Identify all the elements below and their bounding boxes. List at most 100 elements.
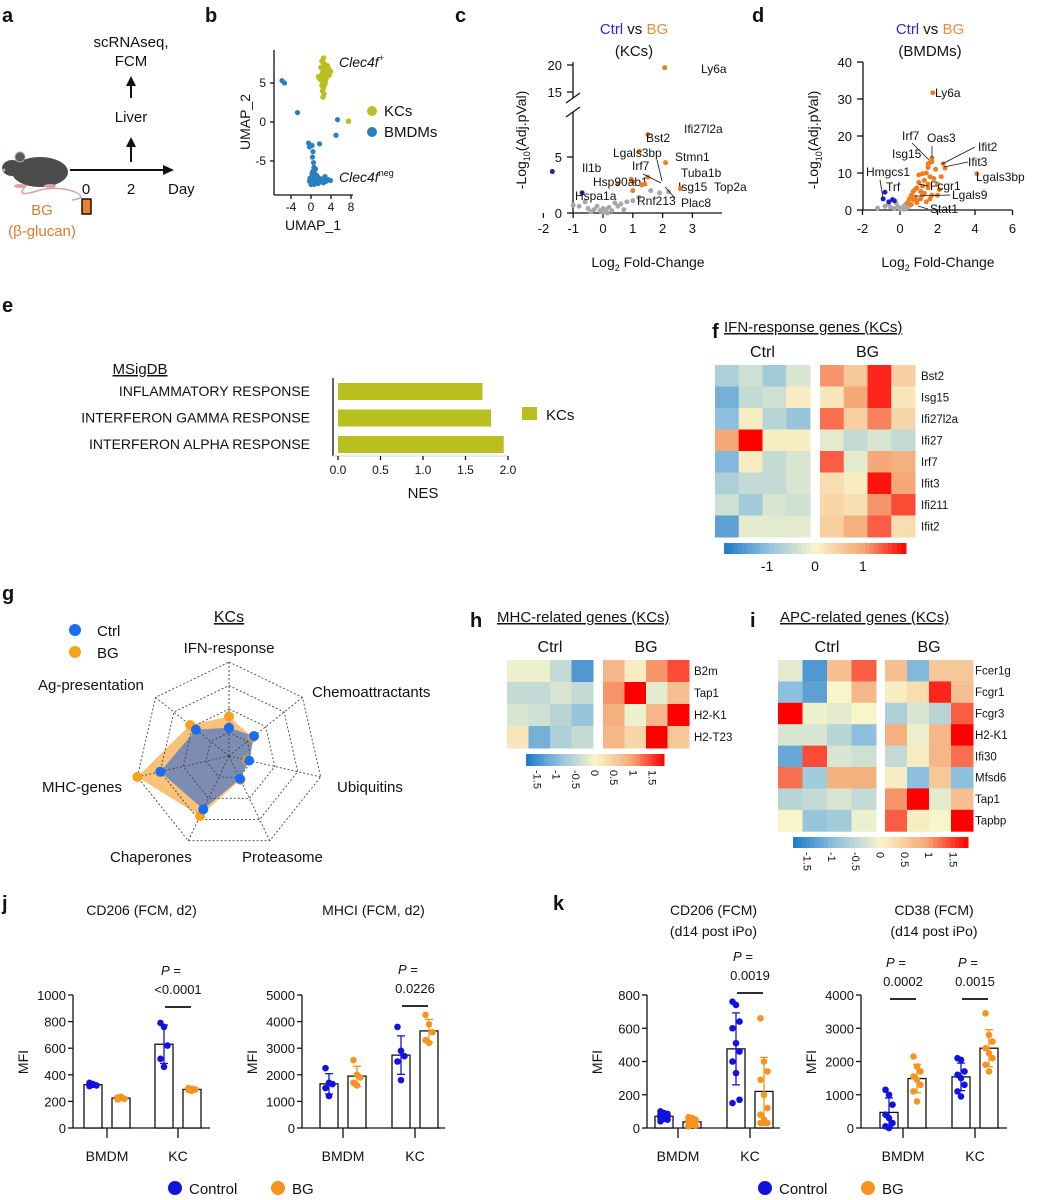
colorbar-segment	[615, 754, 620, 766]
umap-point-bmdms	[316, 141, 323, 147]
colorbar-segment	[742, 543, 748, 554]
heatmap-cell	[907, 724, 930, 747]
colorbar-segment	[915, 837, 921, 848]
label-part: Fold-Change	[620, 254, 705, 270]
colorbar-segment	[526, 754, 530, 766]
data-point-control	[736, 1018, 743, 1025]
data-point-control	[885, 1091, 893, 1099]
radar-axis-label: Ag-presentation	[38, 677, 144, 694]
y-axis-label: MFI	[803, 1050, 819, 1074]
heatmap-cell	[951, 745, 974, 768]
gene-row-label: Fcgr3	[975, 709, 1004, 721]
heatmap-cell	[762, 365, 787, 387]
heatmap-cell	[715, 386, 740, 409]
heatmap-cell	[891, 515, 916, 538]
legend-dot-bmdms	[367, 127, 377, 137]
gene-label: Trf	[886, 180, 901, 194]
x-tick-label: 4	[971, 221, 978, 236]
data-point-control	[664, 1116, 671, 1123]
y-tick-label: -5	[255, 154, 266, 168]
colorbar-segment	[832, 837, 838, 848]
gene-label: Stat1	[930, 202, 958, 216]
colorbar-segment	[814, 837, 820, 848]
heatmap-cell	[738, 451, 763, 473]
volcano-point-up	[912, 187, 918, 193]
data-point-control	[394, 1058, 401, 1065]
heatmap-cell	[667, 660, 690, 683]
panel-label-b: b	[205, 5, 217, 27]
chart-title: Ctrl vs BG	[896, 21, 964, 38]
data-point-bg	[910, 1088, 917, 1095]
umap-point-kcs	[322, 67, 329, 74]
volcano-point-ns	[895, 204, 901, 210]
gene-label: Ly6a	[935, 86, 961, 100]
umap-point-bmdms	[311, 181, 317, 187]
gene-label: Stmn1	[675, 150, 710, 164]
heatmap-cell	[786, 429, 811, 452]
category-label: INTERFERON GAMMA RESPONSE	[81, 410, 310, 426]
gene-row-label: Tap1	[975, 794, 1000, 806]
umap-point-bmdms	[309, 142, 315, 148]
volcano-point-ns	[576, 203, 582, 209]
heatmap-cell	[738, 365, 763, 387]
heatmap-cell	[802, 788, 828, 811]
umap-point-kcs	[320, 94, 326, 100]
category-label: BMDM	[657, 1148, 700, 1164]
colorbar-segment	[941, 837, 947, 848]
legend-dot-control	[758, 1181, 772, 1195]
data-point-control	[160, 1023, 168, 1031]
heatmap-cell	[891, 494, 916, 516]
colorbar-segment	[819, 837, 825, 848]
heatmap-cell	[827, 745, 852, 768]
heatmap-cell	[843, 429, 868, 452]
bar-control	[83, 1083, 103, 1129]
colorbar-segment	[605, 754, 610, 766]
colorbar-segment	[828, 837, 833, 848]
colorbar-segment	[622, 754, 627, 766]
colorbar-segment	[876, 837, 881, 848]
data-point-bg	[982, 1061, 989, 1069]
gene-row-label: Bst2	[921, 371, 944, 383]
heatmap-cell	[571, 726, 594, 749]
leader-line	[656, 159, 663, 182]
volcano-point-ns	[582, 199, 588, 205]
panel-label-f: f	[712, 321, 719, 343]
heatmap-cell	[762, 515, 787, 538]
volcano-point-up	[916, 172, 922, 178]
radar-axis-label: MHC-genes	[42, 779, 122, 796]
colorbar-segment	[810, 837, 816, 848]
p-symbol: P	[733, 949, 742, 964]
group-label-bg: BG	[634, 639, 657, 656]
volcano-point-up	[933, 166, 939, 172]
heatmap-cell	[885, 788, 908, 811]
x-tick-label: 2	[934, 221, 941, 236]
volcano-point-trf	[882, 189, 888, 195]
volcano-point-top2a	[677, 185, 683, 191]
cluster-annotation-bmdm: Clec4fneg	[339, 168, 394, 185]
leader-line	[879, 179, 884, 199]
heatmap-cell	[951, 724, 974, 747]
y-tick-label: 5000	[266, 988, 295, 1003]
heatmap-cell	[851, 660, 877, 682]
data-point-control	[736, 1096, 743, 1104]
data-point-bg	[985, 1068, 993, 1075]
colorbar-segment	[892, 543, 898, 554]
colorbar-segment	[854, 837, 860, 848]
chart-subtitle: (BMDMs)	[898, 43, 961, 60]
volcano-point-down	[891, 198, 897, 204]
data-point-bg	[764, 1104, 771, 1112]
data-point-control	[885, 1124, 893, 1132]
umap-point-bmdms	[334, 117, 341, 123]
colorbar-segment	[836, 837, 842, 848]
leader-line	[911, 142, 930, 161]
heatmap-cell	[646, 704, 668, 727]
heatmap-cell	[827, 681, 852, 704]
gene-label: Ifit3	[968, 155, 988, 169]
heatmap-cell	[820, 365, 845, 387]
volcano-point-ns	[636, 194, 642, 200]
volcano-point-ns	[648, 188, 654, 194]
heatmap-cell	[786, 365, 811, 387]
y-axis-label: -Log10(Adj.pVal)	[805, 91, 824, 189]
umap-point-kcs	[324, 63, 331, 69]
colorbar-segment	[760, 543, 766, 554]
